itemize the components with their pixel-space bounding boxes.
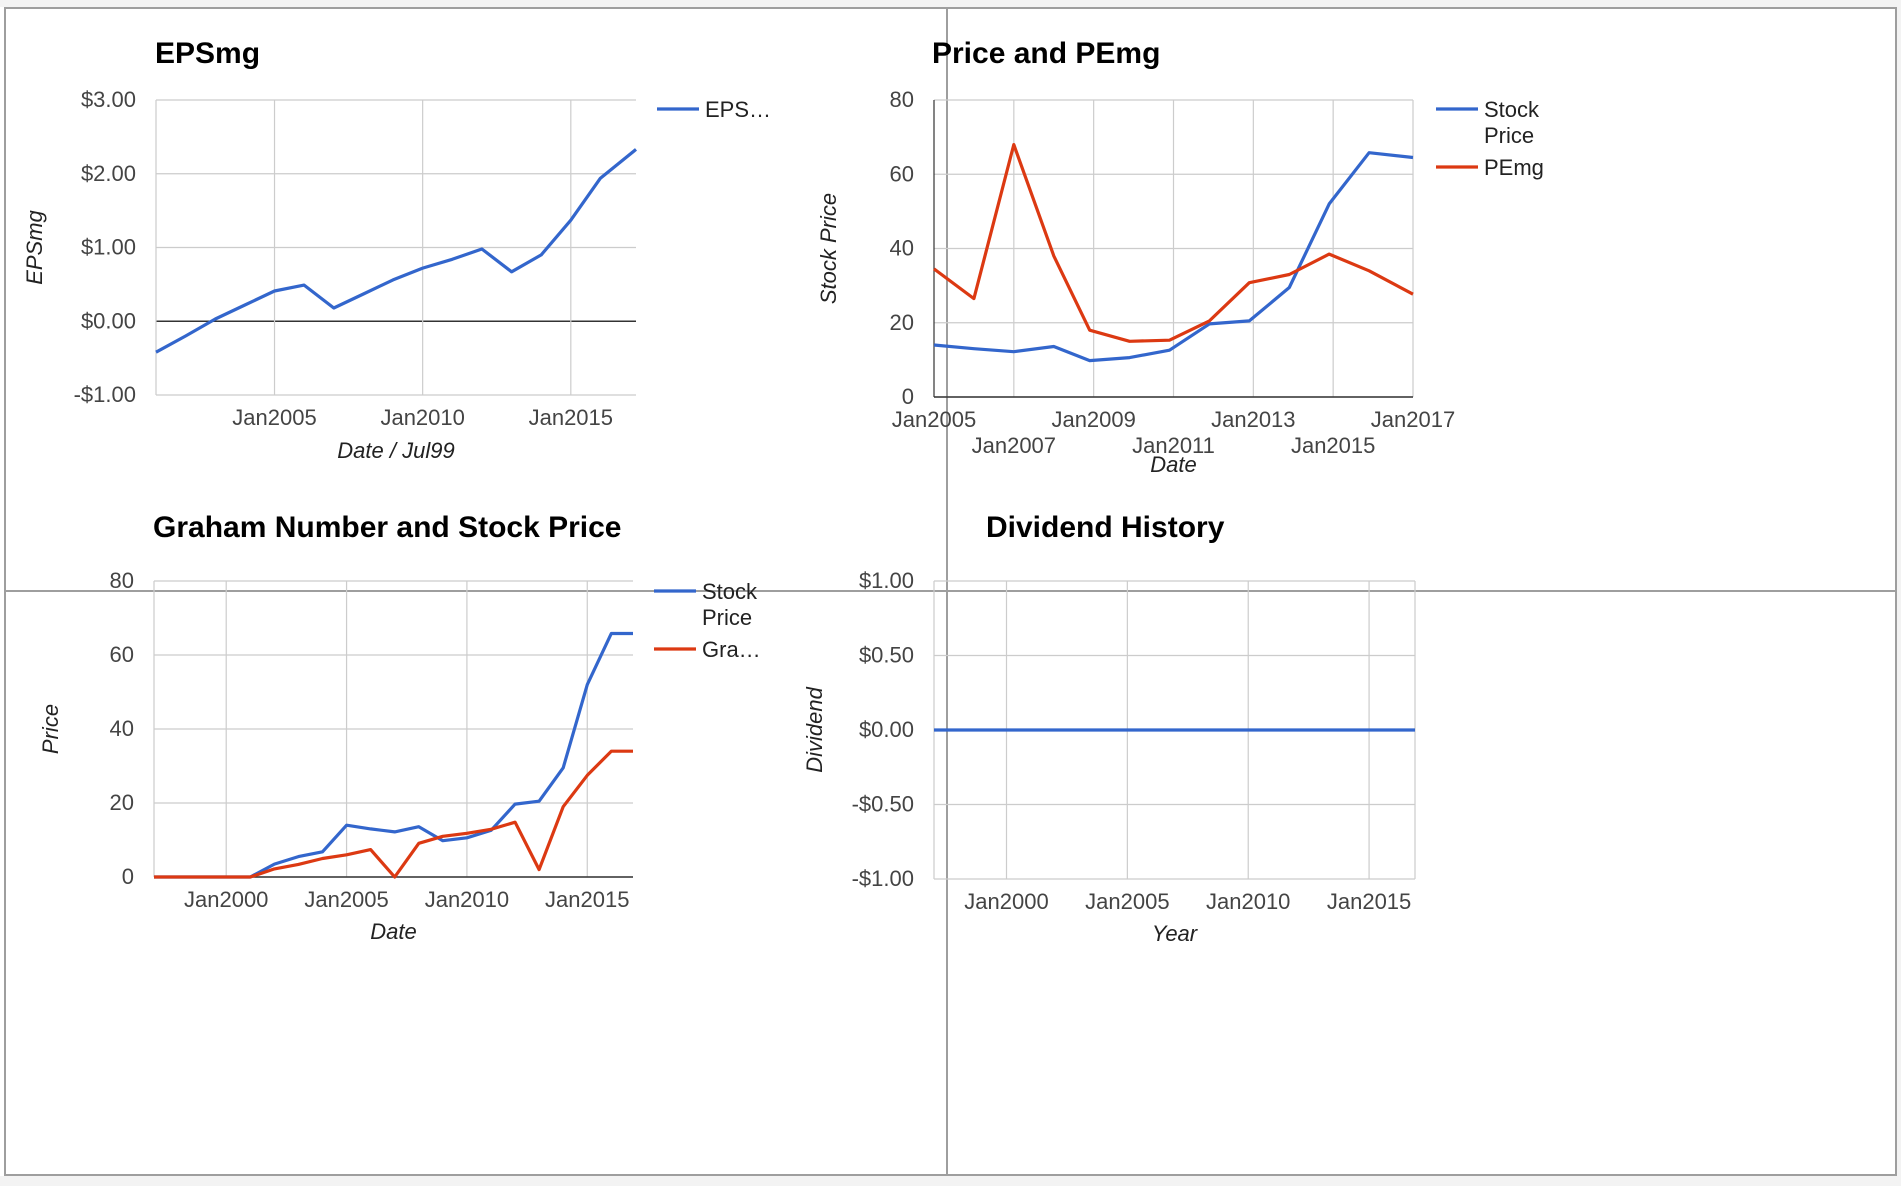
legend-item[interactable]: EPS…	[657, 97, 771, 122]
legend-label: Stock	[702, 579, 758, 604]
y-tick-label: 40	[110, 716, 134, 741]
sheet-right-strip	[1895, 0, 1901, 1186]
legend-label: Gra…	[702, 637, 761, 662]
x-tick-label: Jan2010	[425, 887, 509, 912]
x-tick-label: Jan2015	[1291, 433, 1375, 458]
y-axis-title: EPSmg	[22, 209, 47, 284]
y-tick-label: 80	[110, 568, 134, 593]
chart-svg-epsmg: EPSmg $3.00 $2.00 $1.00 $0.00 -$1.00 Jan2005 Ja…	[22, 37, 771, 463]
legend-label: PEmg	[1484, 155, 1544, 180]
chart-panel-price-pemg[interactable]: Price and PEmg 80 60 40 20 0 Jan2005 Jan2007 Jan…	[816, 7, 1897, 592]
y-tick-label: 60	[890, 161, 914, 186]
y-tick-label: -$0.50	[852, 792, 914, 817]
x-tick-label: Jan2011	[1132, 433, 1215, 458]
y-tick-label: 80	[890, 87, 914, 112]
series-line-gra[interactable]	[154, 749, 633, 879]
series-line-pemg[interactable]	[933, 143, 1414, 343]
x-tick-label: Jan2015	[529, 405, 613, 430]
x-axis-title: Year	[1152, 921, 1199, 946]
x-tick-label: Jan2010	[380, 405, 464, 430]
y-tick-label: 40	[890, 236, 914, 261]
series-line-stock-price[interactable]	[933, 151, 1414, 363]
x-tick-label: Jan2013	[1211, 407, 1295, 432]
sheet-top-strip	[0, 0, 1901, 7]
chart-panel-dividend[interactable]: Dividend History $1.00 $0.50 $0.00 -$0.50 -$1…	[802, 511, 1897, 1176]
legend-label: Stock	[1484, 97, 1540, 122]
y-tick-label: -$1.00	[852, 866, 914, 891]
chart-panel-graham[interactable]: Graham Number and Stock Price 80 60 40 20 0 Ja…	[4, 511, 948, 1176]
y-tick-label: $0.50	[859, 643, 914, 668]
chart-title: EPSmg	[155, 37, 260, 70]
legend-label: EPS…	[705, 97, 771, 122]
chart-title: Dividend History	[986, 511, 1225, 544]
y-tick-label: 0	[122, 864, 134, 889]
legend-label: Price	[1484, 123, 1534, 148]
x-tick-label: Jan2005	[304, 887, 388, 912]
y-tick-label: 20	[110, 790, 134, 815]
y-tick-label: $0.00	[81, 308, 136, 333]
chart-panel-epsmg[interactable]: EPSmg $3.00 $2.00 $1.00 $0.00 -$1.00 Jan2005 Ja…	[4, 7, 948, 592]
x-tick-label: Jan2007	[972, 433, 1056, 458]
legend-label: Price	[702, 605, 752, 630]
sheet-bottom-strip	[0, 1176, 1901, 1186]
x-tick-label: Jan2005	[232, 405, 316, 430]
x-tick-label: Jan2005	[1085, 889, 1169, 914]
chart-svg-price-pemg: Price and PEmg806040200Jan2005Jan2007Jan…	[816, 37, 1544, 477]
x-tick-label: Jan2005	[892, 407, 976, 432]
series-line-eps[interactable]	[155, 148, 638, 354]
chart-title: Price and PEmg	[932, 37, 1160, 70]
x-axis-title: Date	[1150, 452, 1196, 477]
chart-title: Graham Number and Stock Price	[153, 511, 622, 544]
legend-item[interactable]: Gra…	[654, 637, 761, 662]
y-tick-label: $1.00	[859, 568, 914, 593]
y-tick-label: 20	[890, 310, 914, 335]
chart-svg-graham: Graham Number and Stock Price 80 60 40 20 0 Ja…	[38, 511, 761, 944]
y-axis-title: Price	[38, 704, 63, 754]
legend-item[interactable]: PEmg	[1436, 155, 1544, 180]
y-tick-label: 0	[902, 384, 914, 409]
x-tick-label: Jan2000	[964, 889, 1048, 914]
y-tick-label: $3.00	[81, 87, 136, 112]
y-tick-label: $2.00	[81, 161, 136, 186]
x-axis-title: Date	[370, 919, 416, 944]
y-axis-title: Dividend	[802, 686, 827, 772]
y-axis-title: Stock Price	[816, 193, 841, 304]
x-tick-label: Jan2017	[1371, 407, 1455, 432]
x-tick-label: Jan2015	[1327, 889, 1411, 914]
x-axis-title: Date / Jul99	[337, 438, 454, 463]
x-tick-label: Jan2000	[184, 887, 268, 912]
y-tick-label: 60	[110, 642, 134, 667]
y-tick-label: $0.00	[859, 717, 914, 742]
chart-svg-dividend: Dividend History $1.00 $0.50 $0.00 -$0.50 -$1…	[802, 511, 1416, 946]
y-tick-label: $1.00	[81, 235, 136, 260]
x-tick-label: Jan2010	[1206, 889, 1290, 914]
x-tick-label: Jan2009	[1051, 407, 1135, 432]
y-tick-label: -$1.00	[74, 382, 136, 407]
x-tick-label: Jan2015	[545, 887, 629, 912]
